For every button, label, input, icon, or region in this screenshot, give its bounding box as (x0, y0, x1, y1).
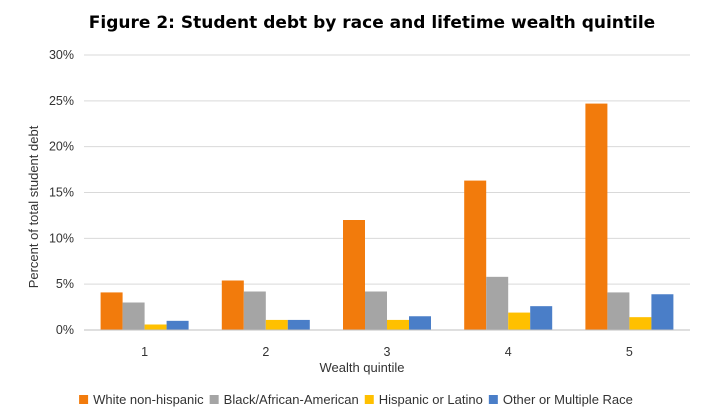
y-tick-label: 15% (49, 186, 74, 200)
bar (387, 319, 409, 330)
legend-label: Hispanic or Latino (379, 392, 483, 407)
x-axis-ticks: 1 2 3 4 5 (141, 345, 633, 359)
legend-label: Black/African-American (224, 392, 359, 407)
bar (464, 180, 487, 330)
bar (144, 324, 167, 330)
legend-label: Other or Multiple Race (503, 392, 633, 407)
legend-swatch (488, 395, 498, 404)
bar (166, 320, 189, 330)
bar (243, 291, 266, 330)
y-tick-label: 25% (49, 94, 74, 108)
legend-swatch (79, 395, 89, 404)
bar (365, 291, 387, 330)
bar (530, 306, 553, 330)
bars (100, 103, 674, 330)
y-axis-label: Percent of total student debt (26, 125, 41, 288)
x-tick-label: 4 (505, 345, 512, 359)
legend-item: Hispanic or Latino (364, 392, 483, 407)
x-tick-label: 3 (384, 345, 391, 359)
y-tick-label: 10% (49, 231, 74, 245)
bar (409, 316, 431, 330)
legend-item: Other or Multiple Race (488, 392, 633, 407)
bar (651, 294, 674, 330)
bar (508, 312, 531, 330)
y-tick-label: 5% (56, 277, 74, 291)
y-tick-label: 30% (49, 48, 74, 62)
bar (265, 319, 288, 330)
bar (122, 302, 145, 330)
chart-title: Figure 2: Student debt by race and lifet… (89, 13, 655, 33)
bar (287, 319, 310, 330)
bar (221, 280, 244, 330)
legend-label: White non-hispanic (93, 392, 204, 407)
bar (607, 292, 630, 330)
legend-item: White non-hispanic (79, 392, 204, 407)
legend-swatch (364, 395, 374, 404)
x-tick-label: 2 (262, 345, 269, 359)
x-axis-label: Wealth quintile (319, 360, 404, 375)
bar (629, 317, 652, 330)
bar (486, 276, 509, 330)
legend: White non-hispanic Black/African-American… (79, 392, 633, 407)
y-axis-ticks: 0% 5% 10% 15% 20% 25% 30% (49, 48, 74, 337)
bar (585, 103, 608, 330)
y-tick-label: 0% (56, 323, 74, 337)
legend-swatch (209, 395, 219, 404)
x-tick-label: 1 (141, 345, 148, 359)
x-tick-label: 5 (626, 345, 633, 359)
y-tick-label: 20% (49, 140, 74, 154)
bar (100, 292, 123, 330)
bar (343, 220, 365, 330)
legend-item: Black/African-American (209, 392, 359, 407)
